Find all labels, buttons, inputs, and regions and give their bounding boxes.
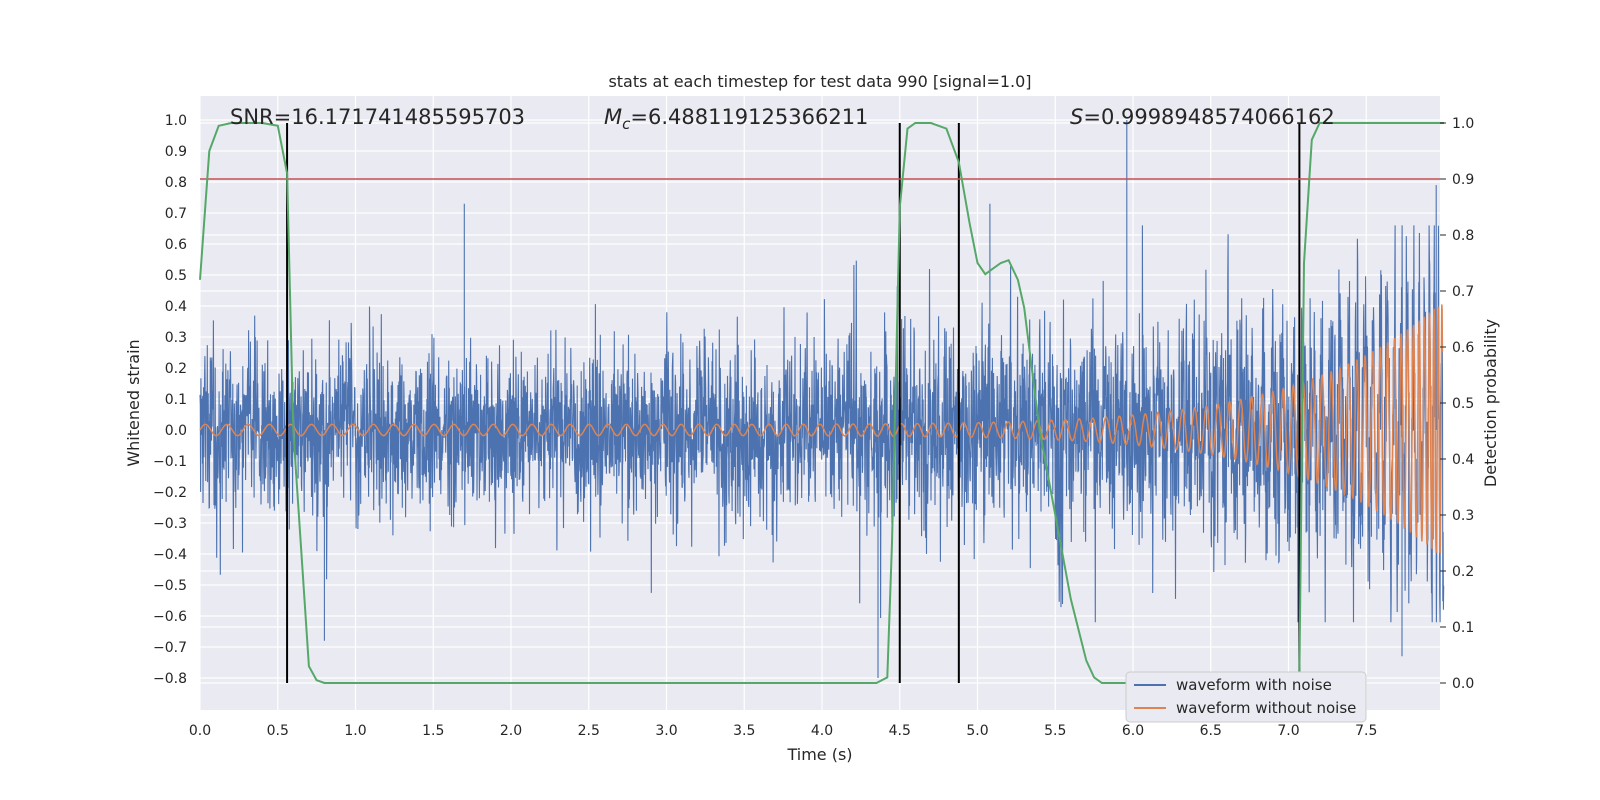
x-tick-label: 4.5 <box>889 723 911 739</box>
y-left-tick-label: 0.1 <box>165 392 187 408</box>
y-right-tick-label: 0.9 <box>1452 172 1474 188</box>
x-tick-label: 1.5 <box>422 723 444 739</box>
y-right-tick-label: 0.3 <box>1452 508 1474 524</box>
annotation-snr: SNR=16.171741485595703 <box>230 105 525 129</box>
y-left-tick-label: 0.3 <box>165 330 187 346</box>
y-right-tick-label: 0.0 <box>1452 676 1474 692</box>
x-tick-label: 7.0 <box>1277 723 1299 739</box>
x-tick-label: 0.5 <box>267 723 289 739</box>
x-tick-label: 3.5 <box>733 723 755 739</box>
y-left-tick-label: −0.4 <box>153 547 187 563</box>
annotation-chirp-mass-symbol: M <box>604 105 622 129</box>
y-axis-label-left: Whitened strain <box>124 339 143 466</box>
y-left-tick-label: 0.7 <box>165 206 187 222</box>
y-right-tick-label: 0.4 <box>1452 452 1474 468</box>
y-left-tick-label: −0.7 <box>153 640 187 656</box>
x-tick-label: 6.5 <box>1200 723 1222 739</box>
y-left-tick-label: 0.5 <box>165 268 187 284</box>
y-left-tick-label: 0.6 <box>165 237 187 253</box>
noise-waveform <box>199 120 1445 678</box>
annotation-s: S=0.9998948574066162 <box>1070 105 1335 129</box>
x-tick-label: 5.0 <box>966 723 988 739</box>
x-tick-label: 2.5 <box>578 723 600 739</box>
x-tick-label: 0.0 <box>189 723 211 739</box>
annotation-chirp-mass-value: =6.488119125366211 <box>630 105 868 129</box>
legend-label-noise: waveform with noise <box>1176 676 1332 694</box>
annotation-chirp-mass-subscript: c <box>622 115 631 133</box>
x-tick-label: 5.5 <box>1044 723 1066 739</box>
y-left-tick-label: −0.3 <box>153 516 187 532</box>
y-right-tick-label: 0.2 <box>1452 564 1474 580</box>
y-right-tick-label: 0.7 <box>1452 284 1474 300</box>
axis-ticks: 0.0 0.5 1.0 1.5 2.0 2.5 3.0 3.5 4.0 4.5 5.0 5.5 6.0 6… <box>153 113 1474 739</box>
legend-box <box>1125 671 1367 723</box>
legend-label-signal: waveform without noise <box>1176 699 1356 717</box>
y-left-tick-label: −0.2 <box>153 485 187 501</box>
x-axis-label: Time (s) <box>786 745 852 764</box>
y-right-tick-label: 0.8 <box>1452 228 1474 244</box>
signal-waveform <box>199 304 1444 554</box>
x-tick-label: 4.0 <box>811 723 833 739</box>
x-tick-label: 6.0 <box>1122 723 1144 739</box>
y-right-tick-label: 0.5 <box>1452 396 1474 412</box>
y-left-tick-label: 0.0 <box>165 423 187 439</box>
y-axis-label-right: Detection probability <box>1481 319 1500 487</box>
annotation-chirp-mass: Mc=6.488119125366211 <box>604 105 868 133</box>
y-left-tick-label: −0.5 <box>153 578 187 594</box>
chart-title: stats at each timestep for test data 990… <box>608 72 1031 91</box>
legend: waveform with noise waveform without noi… <box>1125 671 1367 723</box>
y-left-tick-label: 0.9 <box>165 144 187 160</box>
x-tick-label: 7.5 <box>1355 723 1377 739</box>
y-right-tick-label: 0.1 <box>1452 620 1474 636</box>
y-left-tick-label: 0.4 <box>165 299 187 315</box>
y-right-tick-label: 1.0 <box>1452 116 1474 132</box>
y-left-tick-label: −0.1 <box>153 454 187 470</box>
series-waveform-without-noise <box>199 304 1444 554</box>
x-tick-label: 1.0 <box>344 723 366 739</box>
y-left-tick-label: −0.8 <box>153 671 187 687</box>
y-left-tick-label: 1.0 <box>165 113 187 129</box>
y-left-tick-label: 0.8 <box>165 175 187 191</box>
x-tick-label: 3.0 <box>655 723 677 739</box>
series-waveform-with-noise <box>199 120 1445 678</box>
y-left-tick-label: −0.6 <box>153 609 187 625</box>
annotation-s-symbol: S <box>1070 105 1083 129</box>
y-left-tick-label: 0.2 <box>165 361 187 377</box>
y-right-tick-label: 0.6 <box>1452 340 1474 356</box>
annotation-s-value: =0.9998948574066162 <box>1083 105 1334 129</box>
x-tick-label: 2.0 <box>500 723 522 739</box>
